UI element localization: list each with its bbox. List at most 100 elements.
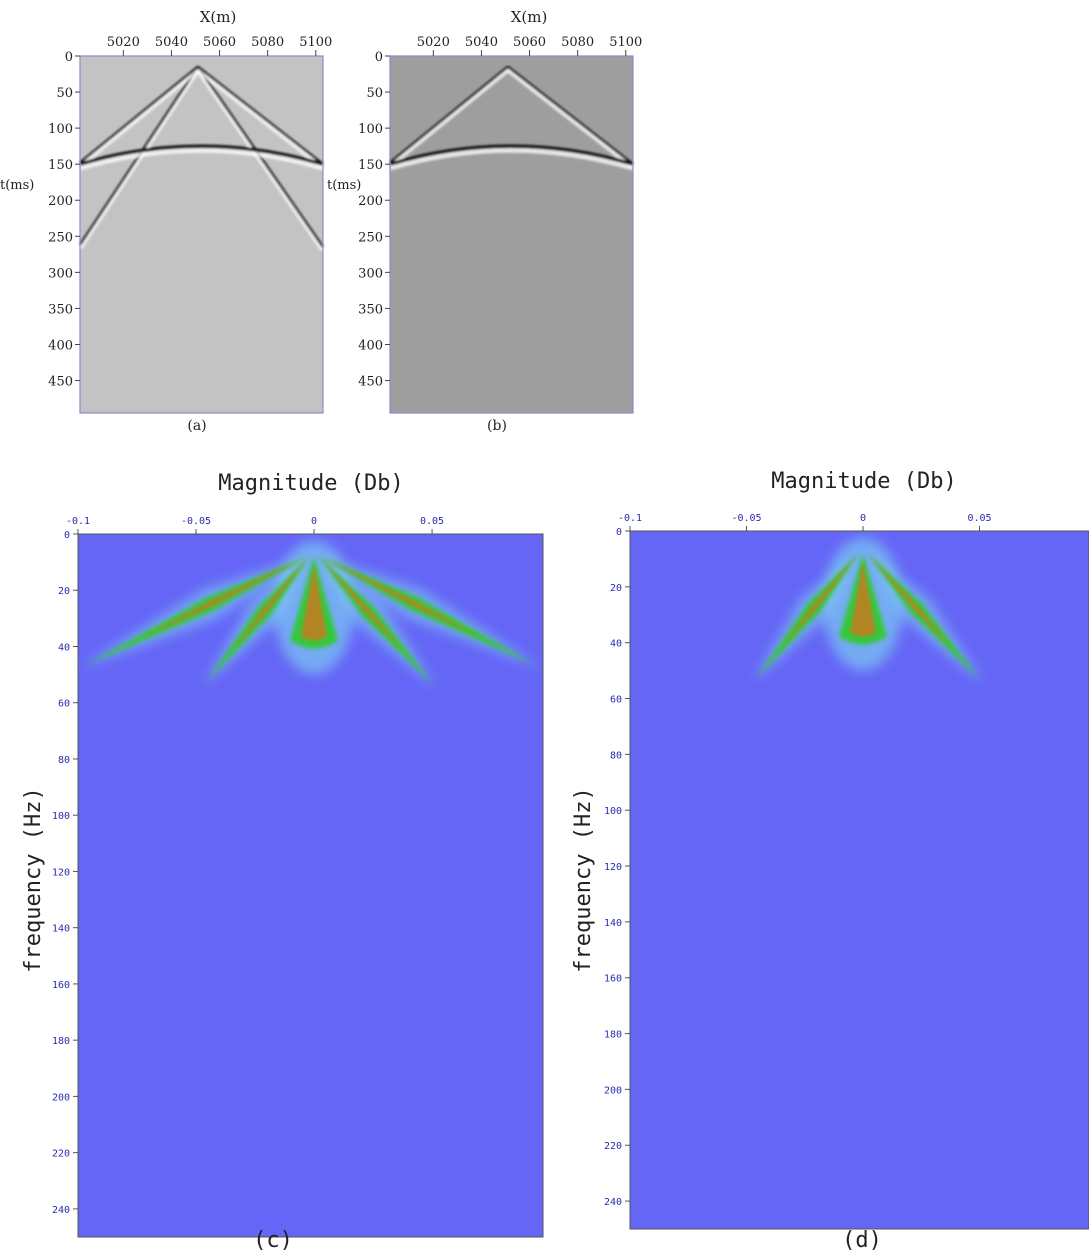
seismic-b-background	[390, 56, 633, 413]
seismic-b-xticks: 5020 5040 5060 5080 5100	[417, 35, 642, 56]
ytick-label-c-0: 0	[64, 530, 70, 541]
ytick-label-c-180: 180	[52, 1036, 70, 1047]
fan-c-0-core	[142, 556, 307, 638]
ytick-label-d-140: 140	[604, 918, 622, 929]
xtick-label-a-5100: 5100	[299, 35, 332, 50]
ytick-label-a-200: 200	[48, 194, 73, 209]
ytick-label-d-220: 220	[604, 1141, 622, 1152]
seismic-a-xticks: 5020 5040 5060 5080 5100	[107, 35, 332, 56]
ytick-label-b-450: 450	[358, 375, 383, 390]
spectrum-c-energy	[78, 540, 543, 689]
ytick-label-c-220: 220	[52, 1149, 70, 1160]
xtick-label-b-5020: 5020	[417, 35, 450, 50]
spectrum-panel-c: -0.1 -0.05 0 0.05 0 20 40 60 80 100 120 140 160 180 2…	[21, 471, 544, 1250]
xtick-label-c--0.1: -0.1	[66, 516, 90, 527]
spectrum-c-core-layer	[142, 556, 481, 652]
event-b-1	[507, 65, 634, 166]
event-a-4	[79, 144, 324, 166]
xtick-label-b-5100: 5100	[609, 35, 642, 50]
event-a-1-halo	[195, 68, 326, 252]
spectrum-c-caption: (c)	[253, 1228, 293, 1250]
seismic-b-border	[389, 55, 634, 414]
ytick-label-b-0: 0	[375, 50, 383, 65]
seismic-a-background	[80, 56, 323, 413]
xtick-label-c--0.05: -0.05	[181, 516, 211, 527]
ytick-label-a-100: 100	[48, 122, 73, 137]
fan-d-1-core	[867, 553, 952, 648]
ytick-label-d-120: 120	[604, 862, 622, 873]
event-a-0-halo	[77, 68, 200, 250]
xtick-label-b-5080: 5080	[561, 35, 594, 50]
seismic-a-events	[77, 65, 326, 252]
xtick-label-b-5040: 5040	[465, 35, 498, 50]
ytick-label-c-60: 60	[58, 699, 70, 710]
xtick-label-a-5080: 5080	[251, 35, 284, 50]
seismic-a-xlabel: X(m)	[200, 8, 237, 26]
event-b-1-halo	[506, 67, 635, 170]
xtick-label-c-0.05: 0.05	[420, 516, 444, 527]
ytick-label-d-100: 100	[604, 806, 622, 817]
seismic-b-yticks: 0 50 100 150 200 250 300 350 400 450	[358, 50, 390, 390]
spectrum-c-yticks: 0 20 40 60 80 100 120 140 160 180 200 220 240	[52, 530, 78, 1216]
event-b-0	[389, 65, 509, 164]
spectrum-d-title: Magnitude (Db)	[771, 469, 956, 494]
ytick-label-b-300: 300	[358, 266, 383, 281]
ytick-label-d-240: 240	[604, 1197, 622, 1208]
seismic-a-caption: (a)	[187, 418, 206, 434]
fan-c-1-core	[232, 556, 310, 650]
ytick-label-b-400: 400	[358, 338, 383, 353]
ytick-label-a-0: 0	[65, 50, 73, 65]
ytick-label-a-350: 350	[48, 302, 73, 317]
spectrum-d-xticks: -0.1 -0.05 0 0.05	[618, 513, 992, 531]
ytick-label-a-400: 400	[48, 338, 73, 353]
seismic-a-yticks: 0 50 100 150 200 250 300 350 400 450	[48, 50, 80, 390]
event-b-2	[389, 144, 634, 166]
ytick-label-d-20: 20	[610, 583, 622, 594]
ytick-label-a-450: 450	[48, 375, 73, 390]
ytick-label-a-250: 250	[48, 230, 73, 245]
ytick-label-b-150: 150	[358, 158, 383, 173]
ytick-label-b-50: 50	[366, 86, 383, 101]
xtick-label-d-0: 0	[860, 513, 866, 524]
ytick-label-c-100: 100	[52, 811, 70, 822]
ytick-label-a-300: 300	[48, 266, 73, 281]
event-a-2-halo	[78, 67, 200, 168]
seismic-panel-b: 5020 5040 5060 5080 5100 0 50 100 150 200 250 300 3…	[327, 8, 642, 434]
ytick-label-d-80: 80	[610, 750, 622, 761]
xtick-label-d--0.05: -0.05	[731, 513, 761, 524]
event-b-2-halo	[389, 145, 634, 171]
seismic-a-border	[79, 55, 324, 414]
spectrum-d-ylabel: frequency (Hz)	[571, 787, 596, 972]
core-d-peak	[849, 561, 876, 637]
ytick-label-d-40: 40	[610, 639, 622, 650]
ytick-label-d-200: 200	[604, 1085, 622, 1096]
ytick-label-c-140: 140	[52, 924, 70, 935]
spectrum-d-energy	[753, 537, 985, 685]
spectrum-panel-d: -0.1 -0.05 0 0.05 0 20 40 60 80 100 120 140 160 180 2…	[571, 469, 1089, 1250]
ytick-label-a-50: 50	[56, 86, 73, 101]
seismic-b-events	[388, 65, 635, 171]
event-a-3	[197, 65, 324, 166]
ytick-label-c-40: 40	[58, 642, 70, 653]
ytick-label-b-250: 250	[358, 230, 383, 245]
ytick-label-a-150: 150	[48, 158, 73, 173]
xtick-label-c-0: 0	[311, 516, 317, 527]
seismic-b-ylabel: t(ms)	[327, 178, 361, 193]
spectrum-d-caption: (d)	[842, 1228, 882, 1250]
ytick-label-d-0: 0	[616, 527, 622, 538]
event-a-4-halo	[79, 145, 324, 171]
ytick-label-c-120: 120	[52, 867, 70, 878]
event-a-2	[79, 65, 199, 164]
seismic-panel-a: 5020 5040 5060 5080 5100 0 50 100 150 200 250 300 3…	[0, 8, 332, 434]
seismic-a-ylabel: t(ms)	[0, 178, 34, 193]
ytick-label-d-180: 180	[604, 1030, 622, 1041]
core-c-peak	[301, 564, 328, 641]
spectrum-d-core-layer	[782, 553, 952, 648]
ytick-label-c-20: 20	[58, 586, 70, 597]
fan-c-2-core	[318, 556, 404, 652]
ytick-label-c-80: 80	[58, 755, 70, 766]
event-a-3-halo	[196, 67, 325, 170]
fan-c-3-core	[321, 556, 481, 638]
ytick-label-c-160: 160	[52, 980, 70, 991]
